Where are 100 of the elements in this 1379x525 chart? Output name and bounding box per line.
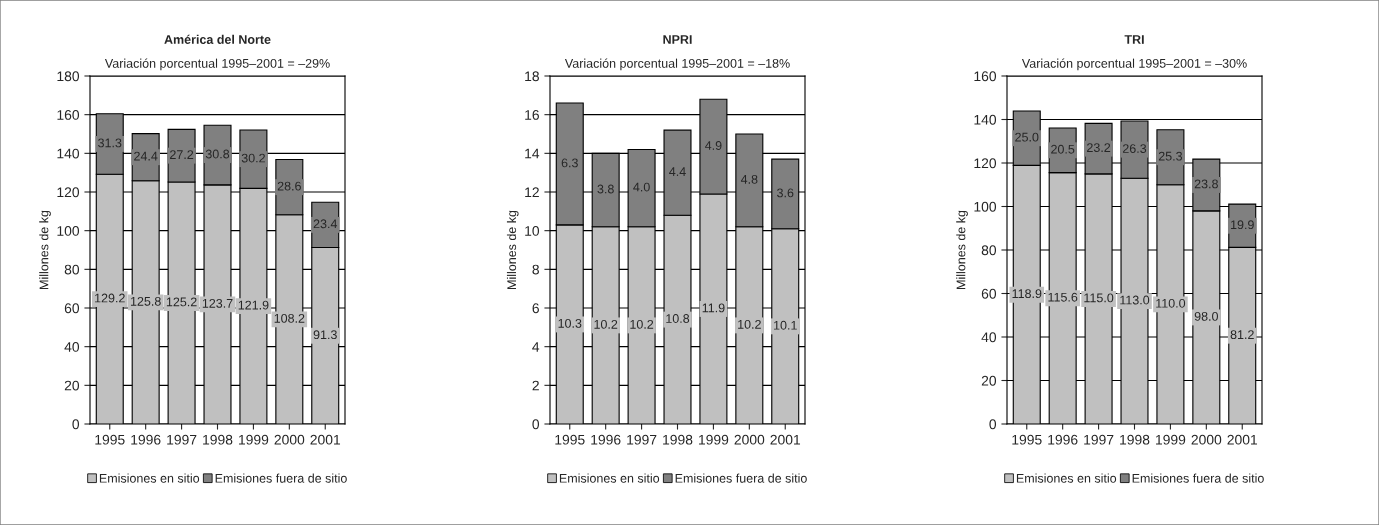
y-tick-label: 10 [525,226,540,236]
data-label: 30.8 [205,149,230,159]
chart-title: NPRI [663,35,692,44]
chart-subtitle: Variación porcentual 1995–2001 = –30% [1021,58,1247,71]
data-label: 123.7 [202,298,233,308]
y-tick-label: 12 [525,187,539,198]
data-label: 28.6 [277,181,301,191]
y-tick-label: 0 [989,419,997,430]
data-label: 24.4 [134,151,158,161]
data-label: 3.6 [777,188,794,198]
data-label: 23.4 [313,219,338,229]
y-tick-label: 8 [532,264,539,275]
y-tick-label: 0 [532,419,540,430]
data-label: 25.0 [1015,132,1039,142]
y-tick-label: 18 [525,71,539,82]
y-tick-label: 20 [981,375,997,386]
data-label: 115.6 [1048,292,1078,302]
y-tick-label: 120 [974,158,997,169]
data-label: 4.4 [669,167,686,176]
legend-label: Emisiones en sitio [99,473,200,483]
data-label: 4.8 [740,174,758,184]
data-label: 108.2 [274,313,305,323]
data-label: 91.3 [313,330,337,340]
data-label: 110.0 [1156,298,1186,308]
data-label: 25.3 [1158,151,1183,161]
data-label: 10.8 [666,314,690,323]
y-axis-title: Millones de kg [506,210,519,289]
x-tick-label: 2000 [1191,434,1222,445]
y-tick-label: 100 [57,226,80,236]
y-tick-label: 80 [981,245,997,256]
x-tick-label: 1997 [167,434,197,445]
legend-label: Emisiones fuera de sitio [675,473,807,483]
x-tick-label: 1998 [1120,434,1150,445]
data-label: 125.2 [166,297,197,307]
y-tick-label: 60 [981,288,997,299]
x-tick-label: 1998 [203,434,233,445]
data-label: 23.2 [1087,143,1111,152]
y-tick-label: 160 [57,110,80,120]
y-tick-label: 180 [57,71,80,82]
legend-label: Emisiones en sitio [1016,473,1117,483]
y-tick-label: 6 [532,303,539,314]
data-label: 20.5 [1051,144,1075,154]
data-label: 113.0 [1120,295,1150,305]
chart-subtitle: Variación porcentual 1995–2001 = –29% [104,58,330,71]
data-label: 31.3 [98,138,122,148]
x-tick-label: 2001 [1227,434,1258,445]
data-label: 23.8 [1194,179,1218,189]
y-tick-label: 16 [525,110,539,120]
y-tick-label: 0 [72,419,80,430]
y-tick-label: 60 [64,303,80,314]
y-tick-label: 40 [64,342,80,352]
y-tick-label: 140 [974,114,997,125]
data-label: 10.3 [558,318,582,328]
chart-title: TRI [1124,35,1144,44]
y-tick-label: 14 [525,148,540,159]
y-tick-label: 140 [57,148,80,159]
data-label: 19.9 [1231,220,1254,230]
y-tick-label: 160 [974,71,997,82]
x-tick-label: 1996 [131,434,161,445]
data-label: 6.3 [561,158,578,168]
x-tick-label: 1996 [591,434,621,445]
data-label: 115.0 [1084,293,1114,303]
x-tick-label: 1999 [1156,434,1186,445]
legend-label: Emisiones en sitio [559,473,660,483]
x-tick-label: 1998 [663,434,693,445]
y-tick-label: 20 [64,380,80,391]
x-tick-label: 2000 [274,434,305,445]
data-label: 4.0 [633,182,650,192]
data-label: 27.2 [170,150,194,159]
x-tick-label: 1997 [627,434,657,445]
y-axis-title: Millones de kg [956,210,968,289]
x-tick-label: 2001 [310,434,341,445]
data-label: 4.9 [705,141,722,150]
data-label: 10.2 [738,319,761,329]
data-label: 11.9 [702,303,725,313]
y-tick-label: 80 [64,264,80,275]
x-tick-label: 2000 [734,434,765,445]
x-tick-label: 1996 [1048,434,1078,445]
data-label: 125.8 [130,296,161,306]
y-tick-label: 40 [981,332,997,343]
data-label: 118.9 [1012,289,1042,299]
x-tick-label: 2001 [770,434,801,445]
data-label: 81.2 [1230,330,1254,340]
y-axis-title: Millones de kg [39,210,51,289]
y-tick-label: 2 [532,380,539,391]
data-label: 30.2 [241,153,265,163]
legend-label: Emisiones fuera de sitio [215,473,347,483]
data-label: 10.1 [774,320,797,330]
data-label: 10.2 [630,319,654,329]
chart-title: América del Norte [164,34,271,44]
data-label: 10.2 [594,319,618,329]
chart-subtitle: Variación porcentual 1995–2001 = –18% [564,58,790,71]
data-label: 98.0 [1194,311,1219,321]
data-label: 129.2 [95,293,125,303]
x-tick-label: 1995 [95,434,125,445]
x-tick-label: 1999 [699,434,729,445]
data-label: 121.9 [238,300,269,310]
x-tick-label: 1999 [239,434,269,445]
x-tick-label: 1995 [1012,434,1042,445]
y-tick-label: 4 [532,342,540,352]
